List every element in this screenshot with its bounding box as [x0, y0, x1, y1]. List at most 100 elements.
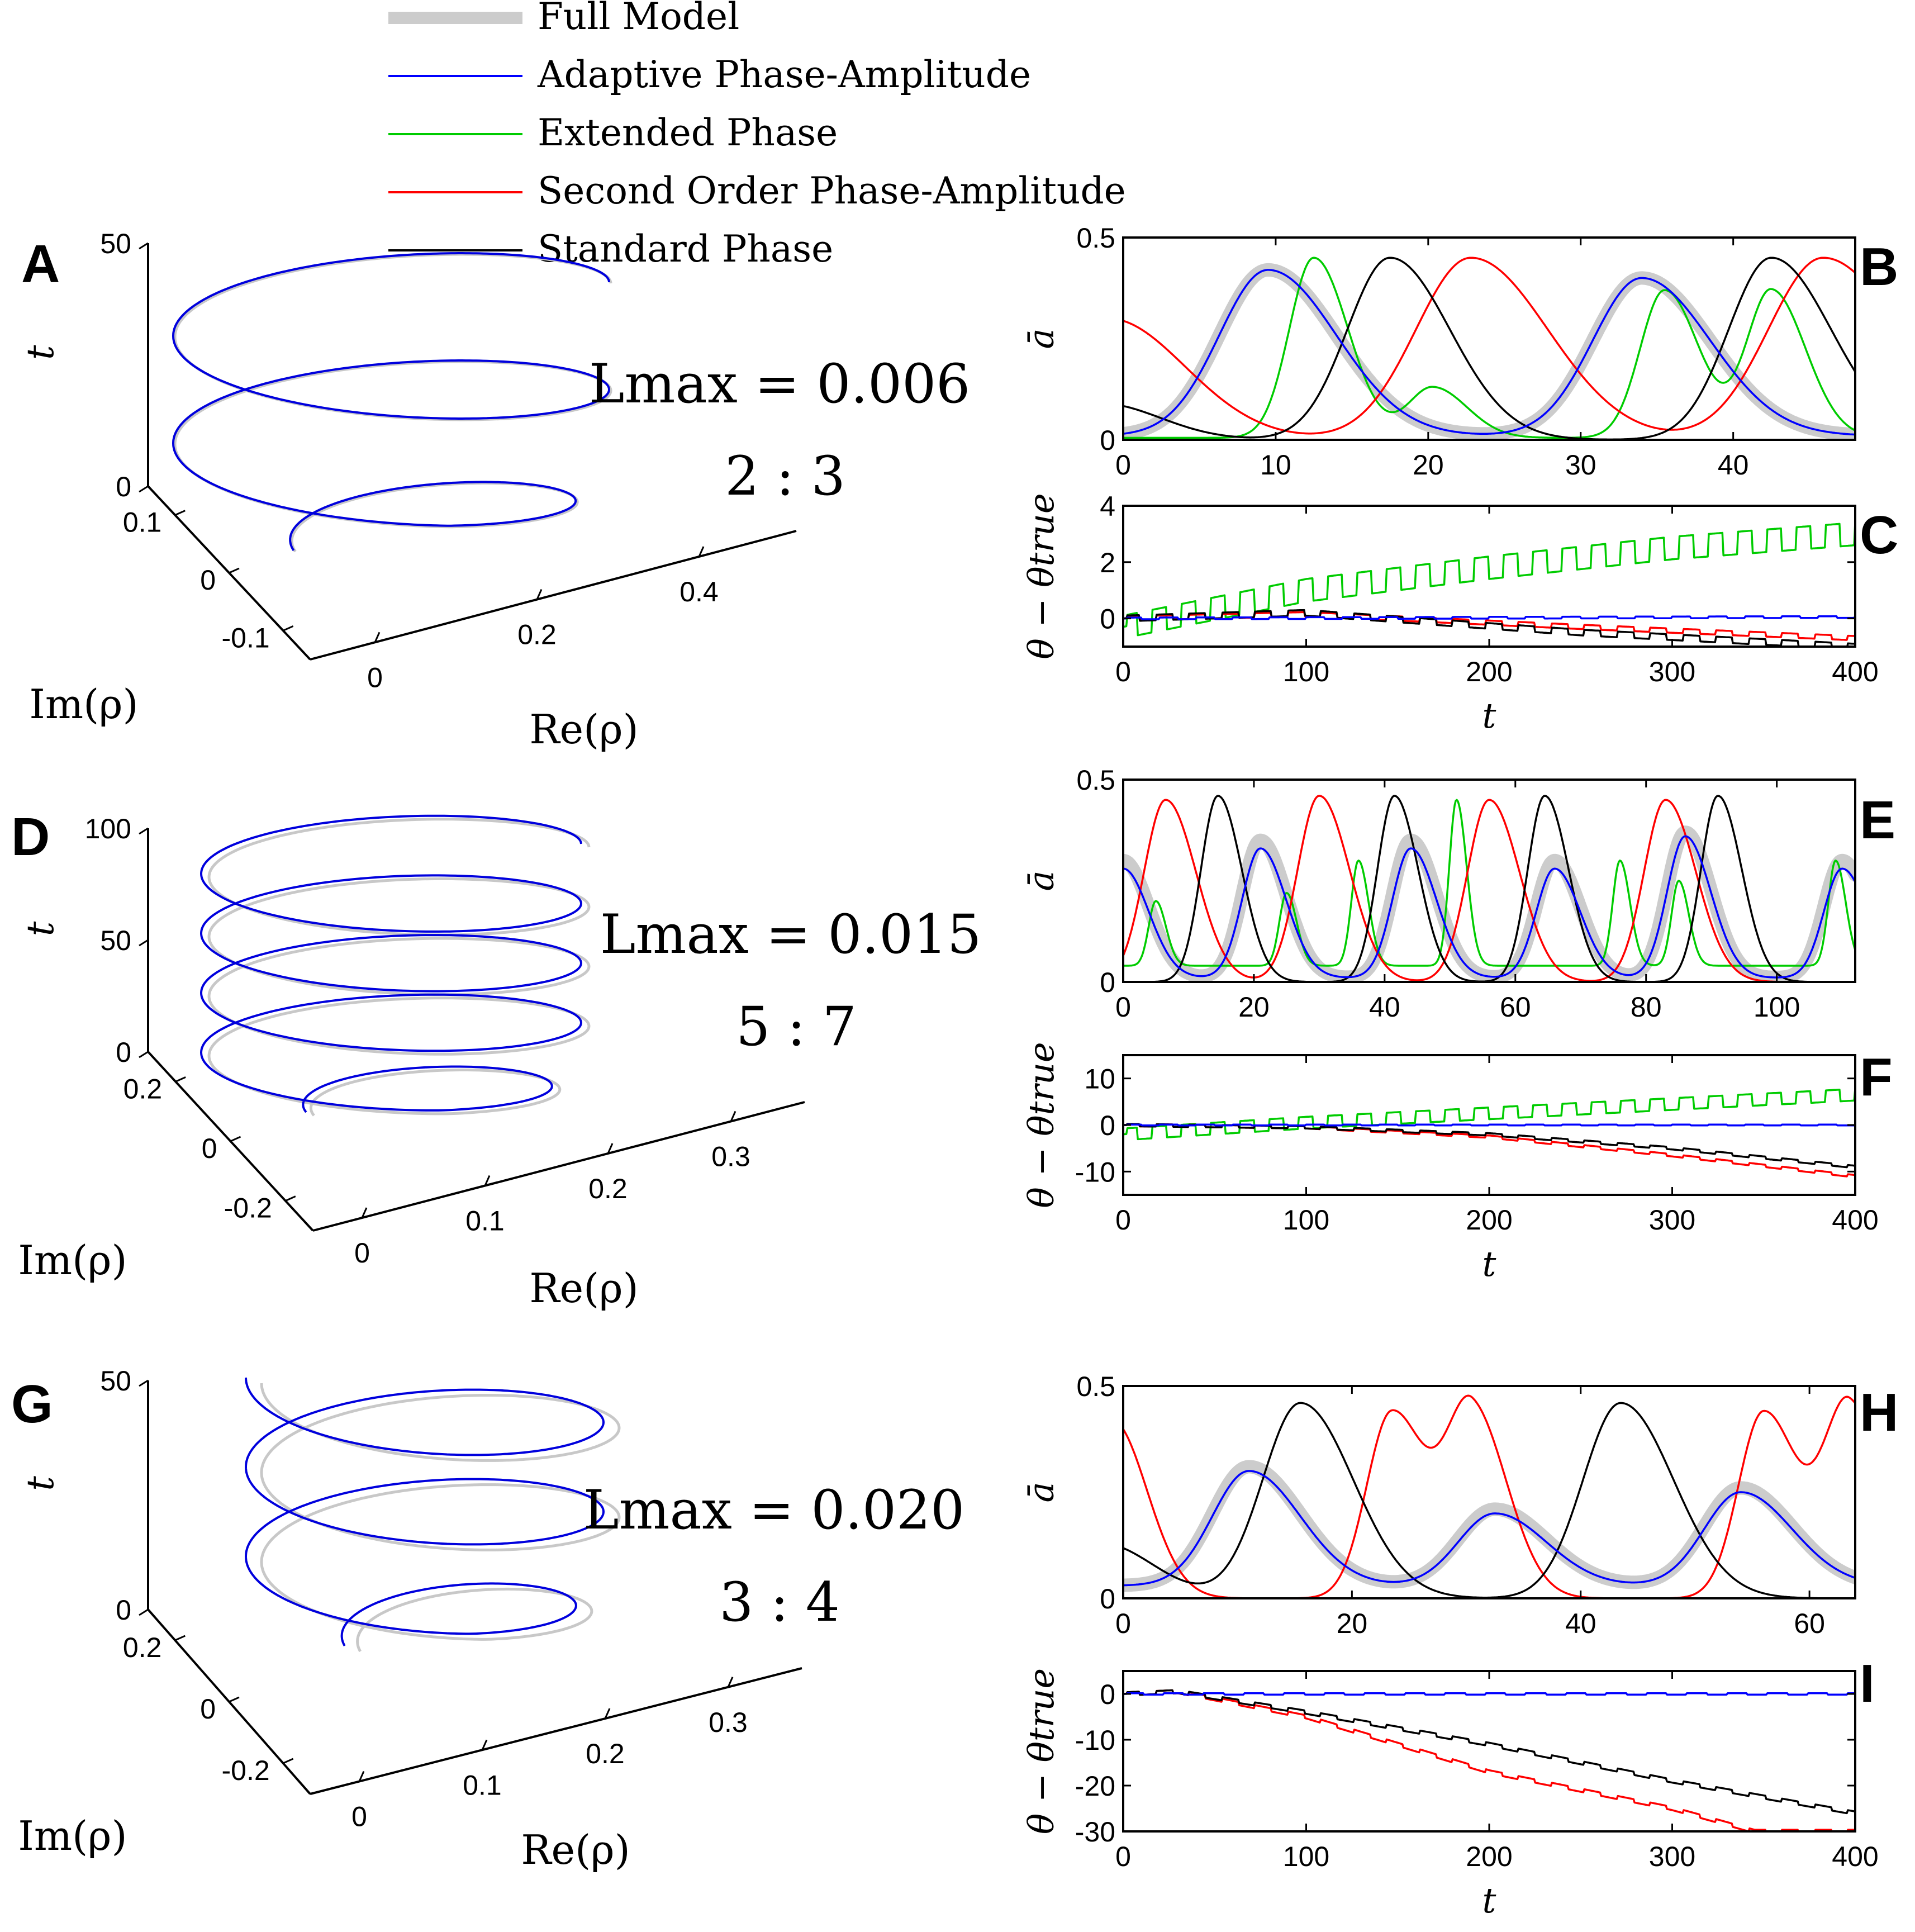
- series-adaptive-phase-amplitude: [1123, 615, 1855, 620]
- phase-error-plot-c: 0 100 200 300 400 0 2 4 θ − θtrue t: [1021, 491, 1879, 736]
- helix-adaptive-phase-amplitude: [172, 252, 611, 552]
- panel-letter-e: E: [1860, 790, 1895, 850]
- im-tick-label: 0: [202, 1133, 217, 1164]
- plot-frame: [1122, 779, 1856, 983]
- y-tick-label: 0: [1100, 1110, 1115, 1141]
- re-axis-label: Re(ρ): [529, 1265, 638, 1312]
- y-tick-label: 0: [1100, 967, 1115, 998]
- y-tick-label: -20: [1075, 1770, 1115, 1802]
- im-axis-label: Im(ρ): [29, 681, 138, 728]
- plot-frame: [1122, 1385, 1856, 1599]
- t-tick-mark: [139, 1379, 149, 1387]
- re-tick-mark: [481, 1739, 488, 1750]
- plot-frame: [1122, 236, 1856, 441]
- re-tick-mark: [374, 632, 381, 643]
- t-tick-label: 50: [100, 1365, 131, 1397]
- x-tick-label: 20: [1337, 1608, 1368, 1639]
- legend-label-full-model: Full Model: [538, 0, 739, 38]
- legend: Full Model Adaptive Phase-Amplitude Extend…: [388, 0, 1126, 270]
- t-tick-mark: [139, 485, 149, 493]
- helix-adaptive-phase-amplitude: [244, 1377, 605, 1646]
- re-tick-mark: [698, 546, 705, 557]
- series-full-model: [1123, 263, 1855, 440]
- x-tick-label: 400: [1832, 656, 1878, 687]
- x-tick-label: 10: [1260, 449, 1291, 481]
- re-tick-label: 0: [351, 1801, 367, 1833]
- axis-re: [310, 1667, 802, 1795]
- im-tick-label: 0.2: [123, 1632, 162, 1663]
- re-tick-label: 0: [367, 662, 383, 693]
- re-tick-mark: [604, 1708, 611, 1719]
- x-tick-label: 0: [1115, 991, 1131, 1023]
- y-tick-label: 0: [1100, 604, 1115, 635]
- helix-full-model: [173, 253, 612, 553]
- legend-label-extended-phase: Extended Phase: [538, 111, 838, 154]
- t-tick-label: 0: [116, 471, 131, 502]
- series-standard-phase: [1123, 257, 1855, 440]
- series-standard-phase: [1123, 1123, 1855, 1169]
- panel-letter-f: F: [1860, 1047, 1893, 1107]
- y-tick-label: 0.5: [1076, 1371, 1115, 1402]
- re-axis-label: Re(ρ): [521, 1826, 630, 1873]
- helix-adaptive-phase-amplitude: [199, 814, 583, 1113]
- series-second-order-phase-amplitude: [1123, 1394, 1855, 1598]
- t-axis-label: t: [19, 345, 62, 360]
- im-tick-mark: [174, 510, 186, 516]
- x-tick-label: 300: [1649, 1841, 1695, 1872]
- t-tick-label: 0: [116, 1037, 131, 1068]
- im-tick-label: 0.1: [123, 507, 162, 538]
- re-tick-label: 0: [354, 1237, 370, 1269]
- t-tick-label: 0: [116, 1594, 131, 1626]
- ratio-annotation: 2 : 3: [725, 445, 845, 507]
- x-tick-label: 30: [1565, 449, 1596, 481]
- series-adaptive-phase-amplitude: [1123, 1692, 1855, 1696]
- x-tick-label: 200: [1466, 1841, 1512, 1872]
- x-tick-label: 20: [1413, 449, 1444, 481]
- y-axis-label: θ − θtrue: [1021, 1042, 1062, 1208]
- x-axis-label: t: [1482, 1880, 1496, 1921]
- re-tick-mark: [607, 1143, 614, 1154]
- x-tick-label: 100: [1283, 656, 1329, 687]
- series-adaptive-phase-amplitude: [1123, 1470, 1855, 1587]
- series-second-order-phase-amplitude: [1123, 1123, 1855, 1178]
- im-tick-mark: [283, 1758, 294, 1764]
- y-axis-label: θ − θtrue: [1021, 1668, 1062, 1834]
- re-tick-label: 0.2: [588, 1173, 628, 1204]
- re-tick-label: 0.2: [586, 1738, 625, 1769]
- panel-letter-h: H: [1860, 1383, 1898, 1442]
- y-axis-label: θ − θtrue: [1021, 493, 1062, 659]
- ratio-annotation: 5 : 7: [736, 995, 857, 1058]
- y-tick-label: 0: [1100, 425, 1115, 456]
- im-tick-label: -0.2: [221, 1755, 269, 1786]
- axis-re: [312, 1101, 805, 1232]
- y-tick-label: 10: [1084, 1064, 1115, 1095]
- re-tick-mark: [361, 1207, 368, 1218]
- legend-label-standard-phase: Standard Phase: [538, 227, 833, 270]
- x-tick-label: 100: [1283, 1841, 1329, 1872]
- x-tick-label: 60: [1794, 1608, 1825, 1639]
- x-tick-label: 400: [1832, 1204, 1878, 1236]
- im-tick-mark: [229, 567, 240, 574]
- re-tick-label: 0.4: [679, 576, 719, 607]
- phase-error-plot-i: 0 100 200 300 400 -30 -20 -10 0 θ − θtrue t: [1021, 1668, 1879, 1921]
- x-axis-label: t: [1482, 695, 1496, 736]
- helix-full-model: [207, 818, 591, 1117]
- x-tick-label: 300: [1649, 1204, 1695, 1236]
- t-tick-label: 100: [85, 813, 131, 844]
- im-tick-mark: [285, 1195, 296, 1202]
- x-tick-label: 20: [1238, 991, 1270, 1023]
- im-tick-mark: [283, 625, 294, 632]
- re-tick-mark: [536, 589, 543, 600]
- t-tick-label: 50: [100, 925, 131, 956]
- series-group: [1123, 521, 1855, 647]
- x-tick-label: 40: [1565, 1608, 1596, 1639]
- series-second-order-phase-amplitude: [1123, 1689, 1855, 1831]
- im-tick-label: 0: [200, 564, 216, 596]
- y-tick-label: 0: [1100, 1583, 1115, 1615]
- series-extended-phase: [1123, 257, 1855, 439]
- re-tick-mark: [358, 1770, 365, 1782]
- x-tick-label: 0: [1115, 449, 1131, 481]
- x-tick-label: 300: [1649, 656, 1695, 687]
